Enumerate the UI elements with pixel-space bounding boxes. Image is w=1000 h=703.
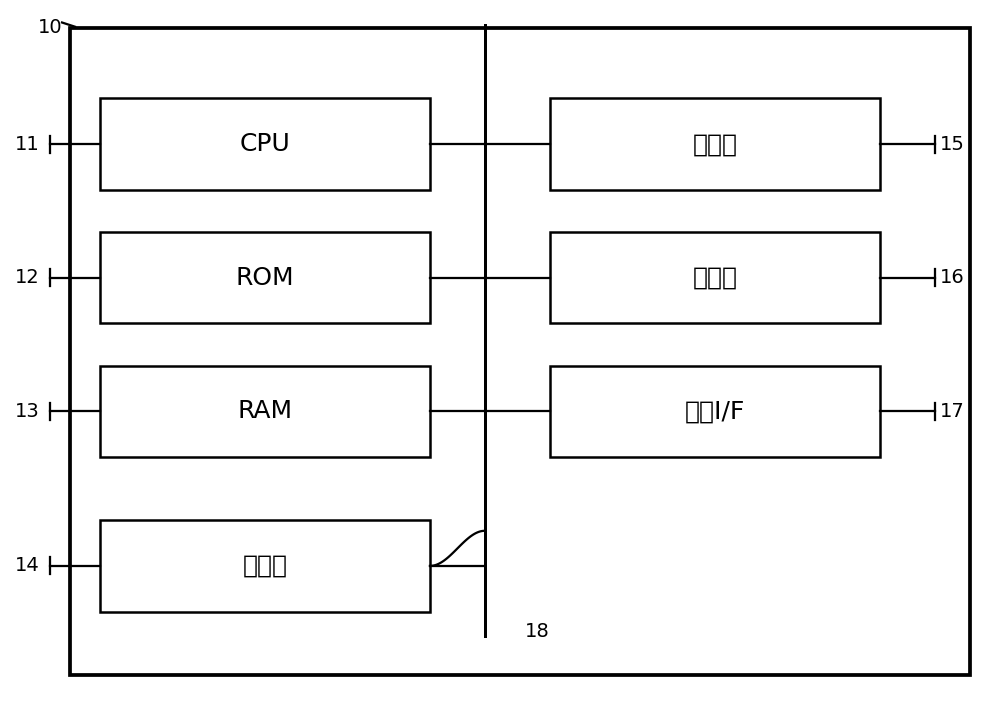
Text: 11: 11 — [15, 134, 40, 154]
Text: RAM: RAM — [237, 399, 293, 423]
Text: ROM: ROM — [236, 266, 294, 290]
Text: 15: 15 — [940, 134, 965, 154]
Text: CPU: CPU — [240, 132, 290, 156]
FancyBboxPatch shape — [550, 98, 880, 190]
FancyBboxPatch shape — [70, 28, 970, 675]
Text: 13: 13 — [15, 401, 40, 421]
Text: 12: 12 — [15, 268, 40, 288]
Text: 17: 17 — [940, 401, 965, 421]
FancyBboxPatch shape — [100, 366, 430, 457]
FancyBboxPatch shape — [100, 98, 430, 190]
Text: 通信I/F: 通信I/F — [685, 399, 745, 423]
Text: 16: 16 — [940, 268, 965, 288]
Text: 存储器: 存储器 — [242, 554, 288, 578]
Text: 10: 10 — [38, 18, 62, 37]
Text: 18: 18 — [525, 622, 550, 641]
Text: 输入部: 输入部 — [693, 132, 738, 156]
FancyBboxPatch shape — [100, 232, 430, 323]
Text: 14: 14 — [15, 556, 40, 576]
FancyBboxPatch shape — [550, 232, 880, 323]
FancyBboxPatch shape — [550, 366, 880, 457]
FancyBboxPatch shape — [100, 520, 430, 612]
Text: 监视器: 监视器 — [693, 266, 738, 290]
